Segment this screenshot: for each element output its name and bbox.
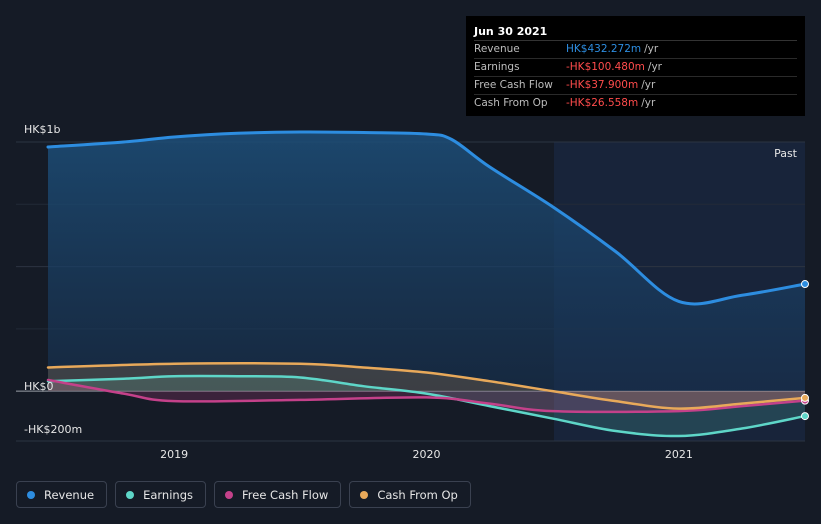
tooltip-row-unit: /yr: [644, 43, 659, 55]
past-label: Past: [774, 147, 798, 160]
legend-label: Earnings: [143, 487, 193, 502]
legend-item-earnings[interactable]: Earnings: [115, 481, 206, 508]
cash-from-op-endpoint: [801, 393, 809, 402]
earnings-endpoint: [801, 412, 809, 421]
legend-dot-icon: [360, 490, 369, 499]
revenue-line: [46, 130, 807, 306]
y-axis-label: HK$0: [24, 380, 53, 393]
cash-from-op-line: [46, 362, 807, 410]
tooltip-row: Free Cash Flow -HK$37.900m/yr: [474, 77, 797, 95]
tooltip-row-label: Earnings: [474, 61, 520, 73]
tooltip-row-label: Revenue: [474, 43, 520, 55]
legend-dot-icon: [126, 490, 135, 499]
cash-from-op-area: [48, 363, 805, 409]
tooltip-row-unit: /yr: [641, 79, 656, 91]
tooltip-row-unit: /yr: [647, 61, 662, 73]
free-cash-flow-area: [48, 379, 805, 412]
y-axis-label: HK$1b: [24, 123, 60, 136]
legend-dot-icon: [225, 490, 233, 499]
x-tick-label: 2020: [413, 448, 441, 461]
x-tick-label: 2019: [160, 448, 188, 461]
tooltip-row-value: -HK$37.900m: [566, 79, 639, 91]
tooltip-date: Jun 30 2021: [474, 23, 797, 41]
tooltip-row-value: -HK$26.558m: [566, 97, 639, 109]
earnings-area: [48, 375, 805, 437]
y-axis-label: -HK$200m: [24, 423, 82, 436]
revenue-area: [48, 132, 805, 392]
legend-label: Free Cash Flow: [242, 487, 329, 502]
tooltip-row: Earnings -HK$100.480m/yr: [474, 59, 797, 77]
tooltip-row: Revenue HK$432.272m/yr: [474, 41, 797, 59]
earnings-line: [46, 374, 807, 438]
tooltip-row-unit: /yr: [641, 97, 656, 109]
tooltip-row-value: -HK$100.480m: [566, 61, 645, 73]
tooltip-row-label: Cash From Op: [474, 97, 548, 109]
legend: Revenue Earnings Free Cash Flow Cash From O…: [16, 481, 471, 508]
legend-label: Cash From Op: [377, 487, 458, 502]
free-cash-flow-line: [46, 378, 807, 414]
tooltip: Jun 30 2021 Revenue HK$432.272m/yr Earning…: [466, 16, 805, 116]
x-tick-label: 2021: [665, 448, 693, 461]
revenue-endpoint: [801, 280, 809, 289]
tooltip-row-label: Free Cash Flow: [474, 79, 553, 91]
legend-dot-icon: [27, 490, 35, 499]
legend-item-revenue[interactable]: Revenue: [16, 481, 108, 508]
tooltip-row: Cash From Op -HK$26.558m/yr: [474, 95, 797, 112]
legend-item-cash-from-op[interactable]: Cash From Op: [349, 481, 471, 508]
legend-item-free-cash-flow[interactable]: Free Cash Flow: [214, 481, 342, 508]
tooltip-row-value: HK$432.272m: [566, 43, 642, 55]
legend-label: Revenue: [44, 487, 95, 502]
